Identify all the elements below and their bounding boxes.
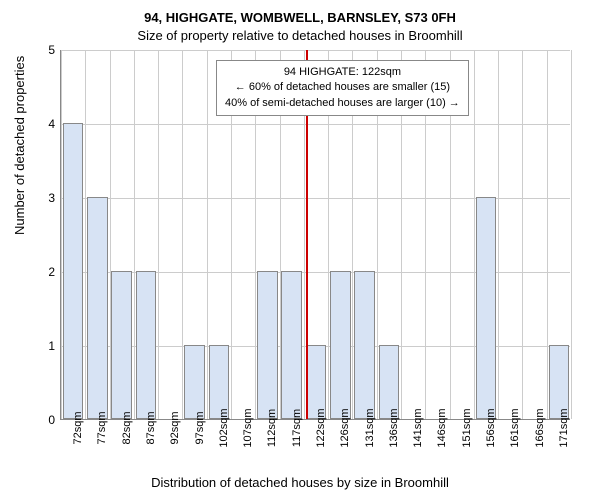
bar — [111, 271, 132, 419]
gridline-v — [571, 50, 572, 419]
x-tick: 151sqm — [461, 408, 473, 447]
x-tick: 82sqm — [121, 411, 133, 444]
gridline-v — [498, 50, 499, 419]
bar — [184, 345, 205, 419]
y-tick: 5 — [48, 43, 55, 57]
x-tick: 102sqm — [218, 408, 230, 447]
bar — [281, 271, 302, 419]
x-tick: 156sqm — [485, 408, 497, 447]
gridline-h — [61, 124, 570, 125]
bar — [354, 271, 375, 419]
plot-area: 94 HIGHGATE: 122sqm ← 60% of detached ho… — [60, 50, 570, 420]
x-tick: 166sqm — [534, 408, 546, 447]
bar — [476, 197, 497, 419]
x-tick: 77sqm — [96, 411, 108, 444]
x-tick: 97sqm — [194, 411, 206, 444]
y-axis-label: Number of detached properties — [12, 56, 27, 235]
bar — [257, 271, 278, 419]
x-tick: 122sqm — [315, 408, 327, 447]
x-tick: 126sqm — [339, 408, 351, 447]
gridline-v — [158, 50, 159, 419]
x-tick: 131sqm — [364, 408, 376, 447]
bar — [136, 271, 157, 419]
bar — [87, 197, 108, 419]
x-tick: 112sqm — [266, 409, 278, 447]
x-tick: 117sqm — [291, 409, 303, 447]
x-tick: 146sqm — [436, 408, 448, 447]
x-tick: 141sqm — [412, 408, 424, 447]
y-tick: 2 — [48, 265, 55, 279]
annotation-line2: ← 60% of detached houses are smaller (15… — [225, 80, 460, 95]
x-tick: 92sqm — [169, 411, 181, 444]
x-tick: 136sqm — [388, 408, 400, 447]
x-tick: 87sqm — [145, 411, 157, 444]
y-tick: 4 — [48, 117, 55, 131]
gridline-h — [61, 50, 570, 51]
y-tick: 1 — [48, 339, 55, 353]
x-tick: 107sqm — [242, 408, 254, 447]
y-tick: 3 — [48, 191, 55, 205]
gridline-v — [522, 50, 523, 419]
marker-annotation: 94 HIGHGATE: 122sqm ← 60% of detached ho… — [216, 60, 469, 116]
chart-title-line1: 94, HIGHGATE, WOMBWELL, BARNSLEY, S73 0F… — [0, 10, 600, 25]
chart-title-line2: Size of property relative to detached ho… — [0, 28, 600, 43]
x-tick: 161sqm — [509, 408, 521, 447]
x-axis-label: Distribution of detached houses by size … — [0, 475, 600, 490]
annotation-line1: 94 HIGHGATE: 122sqm — [225, 65, 460, 80]
x-tick: 171sqm — [558, 408, 570, 447]
x-tick: 72sqm — [72, 411, 84, 444]
bar — [63, 123, 84, 419]
bar — [330, 271, 351, 419]
annotation-line3: 40% of semi-detached houses are larger (… — [225, 96, 460, 111]
y-tick: 0 — [48, 413, 55, 427]
